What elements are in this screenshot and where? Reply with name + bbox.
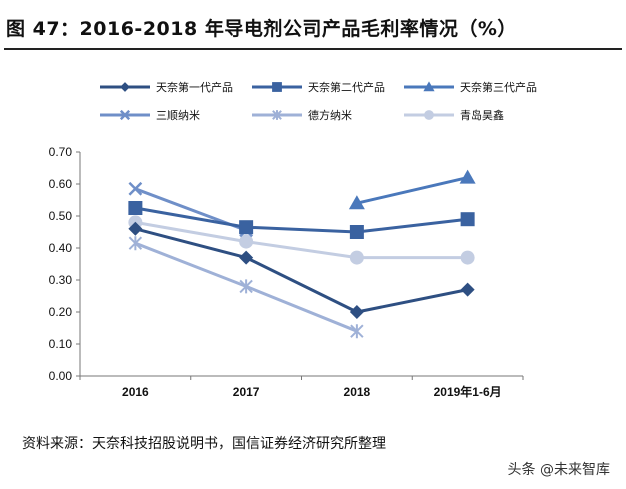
star-marker	[350, 324, 364, 339]
y-tick-label: 0.30	[49, 273, 73, 287]
x-tick-label: 2017	[233, 385, 260, 399]
square-marker	[239, 220, 254, 235]
line-chart: 0.00 0.10 0.20 0.30 0.40 0.50 0.60 0.70 2016 2017…	[49, 80, 537, 399]
square-marker	[349, 225, 364, 239]
series-line	[135, 206, 468, 234]
star-marker-stroke	[272, 110, 282, 120]
diamond-marker	[460, 282, 475, 297]
diamond-marker	[349, 305, 364, 319]
legend-item: 天奈第一代产品	[100, 80, 233, 94]
star-marker-stroke	[239, 279, 253, 294]
y-tick-label: 0.10	[49, 337, 73, 351]
star-marker-stroke	[128, 236, 143, 251]
series-3	[348, 169, 476, 210]
legend-label: 天奈第二代产品	[308, 80, 385, 94]
series-line	[356, 176, 468, 205]
watermark: 头条 @未来智库	[507, 462, 610, 478]
y-tick-label: 0.60	[49, 177, 73, 191]
x-marker	[128, 181, 143, 196]
legend-label: 天奈第一代产品	[156, 80, 233, 94]
y-tick-label: 0.00	[49, 369, 73, 383]
legend-label: 三顺纳米	[156, 109, 200, 122]
y-tick-label: 0.20	[49, 305, 73, 319]
circle-marker	[349, 250, 364, 265]
legend-label: 青岛昊鑫	[460, 108, 504, 122]
legend-label: 天奈第三代产品	[460, 80, 537, 94]
star-marker	[239, 279, 253, 294]
x-marker	[119, 109, 131, 121]
series-1	[128, 221, 475, 319]
triangle-marker	[423, 81, 435, 92]
square-marker	[272, 82, 282, 92]
y-tick-label: 0.70	[49, 145, 73, 159]
series-line	[135, 220, 468, 260]
legend-item: 德方纳米	[252, 108, 352, 122]
circle-marker	[460, 250, 475, 265]
source-note: 资料来源：天奈科技招股说明书，国信证券经济研究所整理	[22, 436, 386, 452]
diamond-marker	[128, 221, 143, 236]
series-2	[128, 201, 475, 239]
star-marker	[272, 110, 282, 120]
legend-label: 德方纳米	[308, 108, 352, 122]
x-marker-stroke	[128, 181, 143, 196]
y-tick-label: 0.50	[49, 209, 73, 223]
legend-item: 三顺纳米	[100, 109, 200, 122]
triangle-marker	[348, 195, 365, 210]
star-marker-stroke	[350, 324, 364, 339]
x-marker-stroke	[119, 109, 131, 121]
series-5	[128, 236, 364, 339]
y-tick-label: 0.40	[49, 241, 73, 255]
title-divider	[4, 48, 622, 50]
square-marker	[460, 212, 475, 227]
star-marker	[128, 236, 143, 251]
legend-item: 天奈第三代产品	[404, 80, 537, 94]
legend-item: 天奈第二代产品	[252, 80, 385, 94]
series-line	[134, 227, 468, 314]
legend-item: 青岛昊鑫	[404, 108, 504, 122]
circle-marker	[239, 234, 254, 249]
x-tick-label: 2019年1-6月	[434, 384, 502, 399]
x-tick-label: 2018	[344, 385, 371, 399]
triangle-marker	[459, 169, 476, 184]
circle-marker	[424, 110, 434, 120]
x-tick-label: 2016	[122, 385, 149, 399]
diamond-marker	[239, 250, 254, 265]
square-marker	[128, 201, 143, 215]
diamond-marker	[120, 82, 130, 92]
figure-title: 图 47：2016-2018 年导电剂公司产品毛利率情况（%）	[6, 18, 517, 40]
